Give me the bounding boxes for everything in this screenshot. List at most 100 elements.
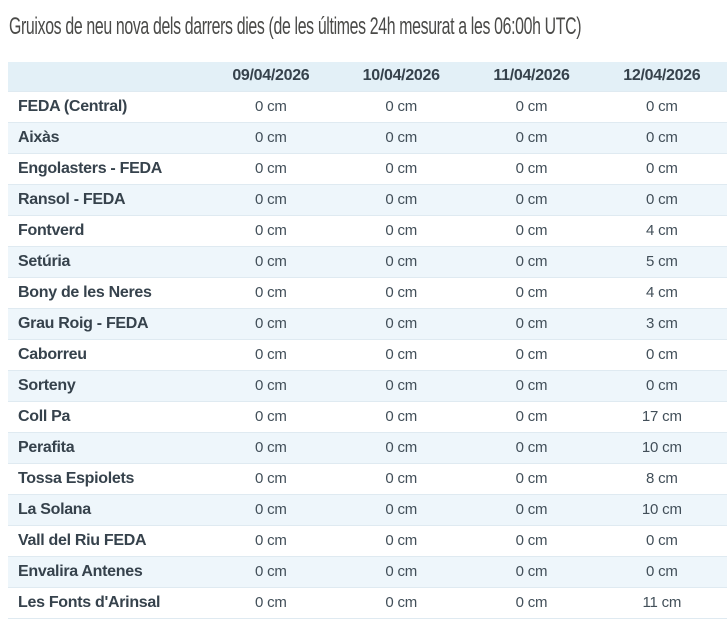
snow-value-cell: 0 cm [255,532,287,549]
snow-value-cell: 0 cm [255,284,287,301]
snow-value-cell: 0 cm [385,346,418,363]
snow-value-cell: 0 cm [515,284,548,301]
snow-value-cell: 11 cm [642,594,682,611]
snow-value-cell: 0 cm [645,160,678,177]
station-name: Sorteny [18,376,76,394]
table-row: Bony de les Neres 0 cm 0 cm 0 cm 4 cm [8,277,727,308]
station-name: Aixàs [18,128,60,146]
snow-value-cell: 4 cm [645,284,678,301]
snow-value-cell: 0 cm [255,191,287,208]
table-row: Coll Pa 0 cm 0 cm 0 cm 17 cm [8,401,727,432]
snow-value-cell: 0 cm [255,377,287,394]
station-name: FEDA (Central) [18,97,127,115]
station-name: Bony de les Neres [18,283,152,301]
table-row: Setúria 0 cm 0 cm 0 cm 5 cm [8,246,727,277]
station-name: Ransol - FEDA [18,190,126,208]
table-row: Grau Roig - FEDA 0 cm 0 cm 0 cm 3 cm [8,308,727,339]
station-name: Grau Roig - FEDA [18,314,149,332]
snow-value-cell: 0 cm [515,532,548,549]
station-name: Setúria [18,252,71,270]
snow-value-cell: 0 cm [385,284,418,301]
snow-value-cell: 0 cm [385,191,418,208]
table-row: La Solana 0 cm 0 cm 0 cm 10 cm [8,494,727,525]
table-row: Ransol - FEDA 0 cm 0 cm 0 cm 0 cm [8,184,727,215]
snow-value-cell: 0 cm [255,253,287,270]
snow-value-cell: 10 cm [641,439,682,456]
date-column-header: 11/04/2026 [466,62,597,92]
table-header: 09/04/2026 10/04/2026 11/04/2026 12/04/2026 [8,62,727,92]
snow-value-cell: 0 cm [255,594,287,611]
snow-value-cell: 0 cm [255,346,287,363]
page-title: Gruixos de neu nova dels darrers dies (d… [9,13,582,40]
snow-value-cell: 4 cm [645,222,678,239]
table-row: Aixàs 0 cm 0 cm 0 cm 0 cm [8,122,727,153]
snow-value-cell: 0 cm [515,408,548,425]
snow-value-cell: 0 cm [385,253,418,270]
snow-value-cell: 0 cm [385,563,418,580]
snow-value-cell: 0 cm [645,532,678,549]
station-column-header [8,62,206,92]
snow-value-cell: 0 cm [515,501,548,518]
snow-value-cell: 0 cm [255,501,287,518]
table-row: Fontverd 0 cm 0 cm 0 cm 4 cm [8,215,727,246]
table-row: Envalira Antenes 0 cm 0 cm 0 cm 0 cm [8,556,727,587]
station-name: Les Fonts d'Arinsal [18,593,161,611]
snow-value-cell: 0 cm [385,98,418,115]
snow-value-cell: 0 cm [255,408,287,425]
date-column-header: 10/04/2026 [336,62,467,92]
station-name: Envalira Antenes [18,562,143,580]
snow-value-cell: 0 cm [385,160,418,177]
station-name: Tossa Espiolets [18,469,135,487]
table-row: Caborreu 0 cm 0 cm 0 cm 0 cm [8,339,727,370]
snow-value-cell: 0 cm [515,222,548,239]
snow-value-cell: 0 cm [515,315,548,332]
station-name: Coll Pa [18,407,71,425]
snow-value-cell: 10 cm [641,501,682,518]
snow-value-cell: 0 cm [385,408,418,425]
table-row: Perafita 0 cm 0 cm 0 cm 10 cm [8,432,727,463]
snow-value-cell: 0 cm [385,222,418,239]
snow-value-cell: 0 cm [385,377,418,394]
snow-value-cell: 0 cm [515,160,548,177]
snow-value-cell: 0 cm [385,532,418,549]
table-row: FEDA (Central) 0 cm 0 cm 0 cm 0 cm [8,91,727,122]
station-name: La Solana [18,500,91,518]
snow-value-cell: 0 cm [255,160,287,177]
snow-value-cell: 8 cm [645,470,678,487]
snow-value-cell: 0 cm [255,129,287,146]
snow-value-cell: 0 cm [255,315,287,332]
snow-value-cell: 0 cm [645,191,678,208]
station-name: Vall del Riu FEDA [18,531,147,549]
snow-value-cell: 0 cm [385,501,418,518]
station-name: Fontverd [18,221,85,239]
snow-value-cell: 0 cm [385,470,418,487]
snow-value-cell: 0 cm [645,563,678,580]
snow-value-cell: 0 cm [515,377,548,394]
snow-value-cell: 0 cm [515,439,548,456]
header-row: 09/04/2026 10/04/2026 11/04/2026 12/04/2026 [8,62,727,92]
snow-value-cell: 0 cm [515,98,548,115]
station-name: Engolasters - FEDA [18,159,162,177]
snow-value-cell: 0 cm [645,346,678,363]
table-body: FEDA (Central) 0 cm 0 cm 0 cm 0 cm Aixàs 0 cm 0… [8,91,727,618]
station-name: Caborreu [18,345,87,363]
snow-value-cell: 0 cm [255,563,287,580]
snow-value-cell: 0 cm [515,594,548,611]
date-column-header: 12/04/2026 [596,62,727,92]
snow-value-cell: 0 cm [255,98,287,115]
snow-value-cell: 5 cm [645,253,678,270]
snow-value-cell: 17 cm [641,408,682,425]
station-name: Perafita [18,438,75,456]
snow-value-cell: 0 cm [385,439,418,456]
snow-value-cell: 0 cm [645,377,678,394]
snow-value-cell: 3 cm [645,315,678,332]
snow-value-cell: 0 cm [385,129,418,146]
table-row: Vall del Riu FEDA 0 cm 0 cm 0 cm 0 cm [8,525,727,556]
new-snow-table: 09/04/2026 10/04/2026 11/04/2026 12/04/2026… [8,62,727,619]
snow-value-cell: 0 cm [515,129,548,146]
table-row: Tossa Espiolets 0 cm 0 cm 0 cm 8 cm [8,463,727,494]
snow-value-cell: 0 cm [515,563,548,580]
snow-value-cell: 0 cm [255,439,287,456]
table-row: Engolasters - FEDA 0 cm 0 cm 0 cm 0 cm [8,153,727,184]
snow-value-cell: 0 cm [515,346,548,363]
